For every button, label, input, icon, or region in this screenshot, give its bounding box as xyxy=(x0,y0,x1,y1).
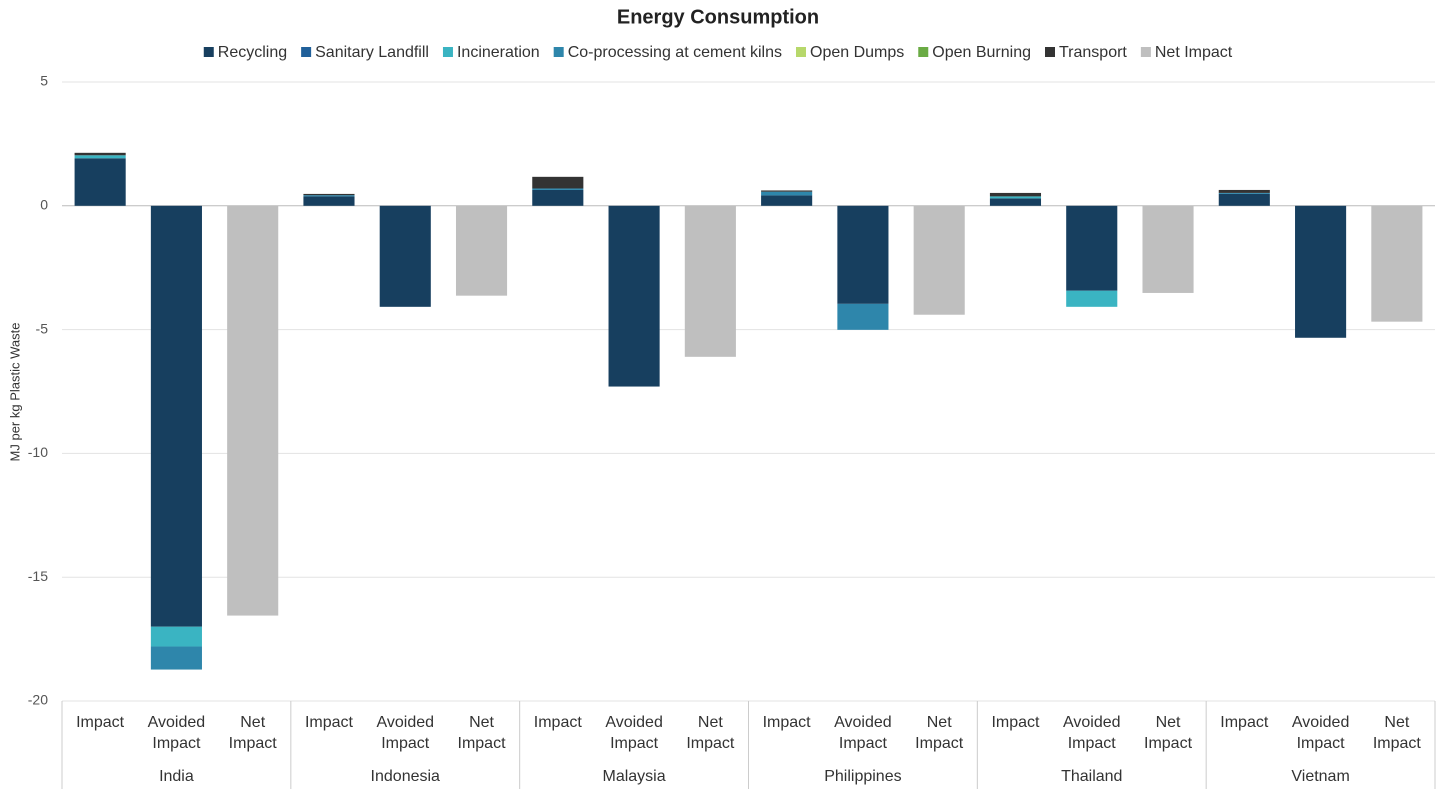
legend-label: Transport xyxy=(1059,44,1127,61)
legend-label: Net Impact xyxy=(1155,44,1233,61)
x-tick-label: Avoided Impact xyxy=(376,714,435,752)
x-tick-label: Impact xyxy=(533,714,582,731)
bar-segment xyxy=(1142,205,1194,293)
legend-label: Incineration xyxy=(457,44,540,61)
legend-swatch xyxy=(1140,47,1151,57)
x-tick-label: Avoided Impact xyxy=(1062,714,1121,752)
bar-segment xyxy=(455,205,508,296)
legend-swatch xyxy=(1045,47,1055,57)
x-tick-label: Net Impact xyxy=(686,714,735,752)
x-tick-label: Impact xyxy=(304,714,353,731)
bar-segment xyxy=(150,646,202,670)
legend-swatch xyxy=(796,47,806,57)
legend-label: Open Dumps xyxy=(810,44,904,61)
x-tick-label: Avoided Impact xyxy=(605,714,663,752)
bar-segment xyxy=(989,196,1042,199)
bar-segment xyxy=(303,195,355,197)
y-tick-label: -20 xyxy=(28,692,48,708)
x-tick-label: Net Impact xyxy=(1144,714,1193,752)
bar-segment xyxy=(1371,205,1423,322)
x-tick-label: Avoided Impact xyxy=(834,714,892,752)
legend-label: Co-processing at cement kilns xyxy=(568,44,782,61)
bar-segment xyxy=(989,198,1042,206)
bar-segment xyxy=(74,158,126,206)
legend-swatch xyxy=(442,47,453,57)
bar-segment xyxy=(74,155,126,159)
group-label: Philippines xyxy=(824,768,901,785)
x-tick-label: Impact xyxy=(76,714,125,731)
y-axis-title: MJ per kg Plastic Waste xyxy=(7,323,22,462)
bar-segment xyxy=(532,188,584,190)
bar-segment xyxy=(303,196,355,206)
x-tick-label: Impact xyxy=(991,714,1040,731)
x-tick-label: Net Impact xyxy=(228,714,277,752)
bar-segment xyxy=(532,189,584,206)
x-tick-label: Avoided Impact xyxy=(1291,714,1350,752)
bar-segment xyxy=(761,190,813,192)
legend-label: Sanitary Landfill xyxy=(315,44,429,61)
bar-segment xyxy=(74,152,126,156)
bar-segment xyxy=(1218,192,1270,194)
bar-segment xyxy=(1218,193,1270,206)
y-tick-label: -10 xyxy=(28,444,48,460)
bar-segment xyxy=(1295,205,1347,338)
x-tick-label: Net Impact xyxy=(915,714,964,752)
x-tick-label: Avoided Impact xyxy=(147,714,206,752)
bar-segment xyxy=(989,192,1042,197)
legend-swatch xyxy=(553,47,564,57)
bar-segment xyxy=(227,205,279,616)
legend-label: Open Burning xyxy=(932,44,1031,61)
bar-segment xyxy=(913,205,965,315)
bar-segment xyxy=(532,176,584,189)
bar-segment xyxy=(379,205,431,307)
group-label: Malaysia xyxy=(603,768,666,785)
bar-segment xyxy=(761,195,813,206)
bar-segment xyxy=(837,303,889,330)
group-label: Vietnam xyxy=(1291,768,1349,785)
y-tick-label: 5 xyxy=(40,73,48,89)
x-tick-label: Net Impact xyxy=(457,714,506,752)
x-tick-label: Net Impact xyxy=(1372,714,1421,752)
bar-segment xyxy=(1066,290,1118,307)
bar-segment xyxy=(150,205,202,627)
group-label: India xyxy=(159,768,194,785)
y-tick-label: -15 xyxy=(28,568,48,584)
group-label: Thailand xyxy=(1061,768,1122,785)
bar-segment xyxy=(1218,189,1270,193)
legend-swatch xyxy=(918,47,929,57)
bar-segment xyxy=(150,626,202,647)
x-tick-label: Impact xyxy=(762,714,811,731)
group-label: Indonesia xyxy=(371,768,440,785)
legend-swatch xyxy=(203,47,214,57)
bar-segment xyxy=(1066,205,1118,291)
y-tick-label: 0 xyxy=(40,197,48,213)
bar-segment xyxy=(684,205,736,357)
y-tick-label: -5 xyxy=(36,320,49,336)
bar-segment xyxy=(837,205,889,304)
legend-label: Recycling xyxy=(218,44,287,61)
chart-title: Energy Consumption xyxy=(617,6,819,28)
bar-segment xyxy=(761,191,813,196)
x-tick-label: Impact xyxy=(1220,714,1269,731)
bar-segment xyxy=(303,193,355,196)
bar-segment xyxy=(608,205,660,387)
legend-swatch xyxy=(301,47,312,57)
